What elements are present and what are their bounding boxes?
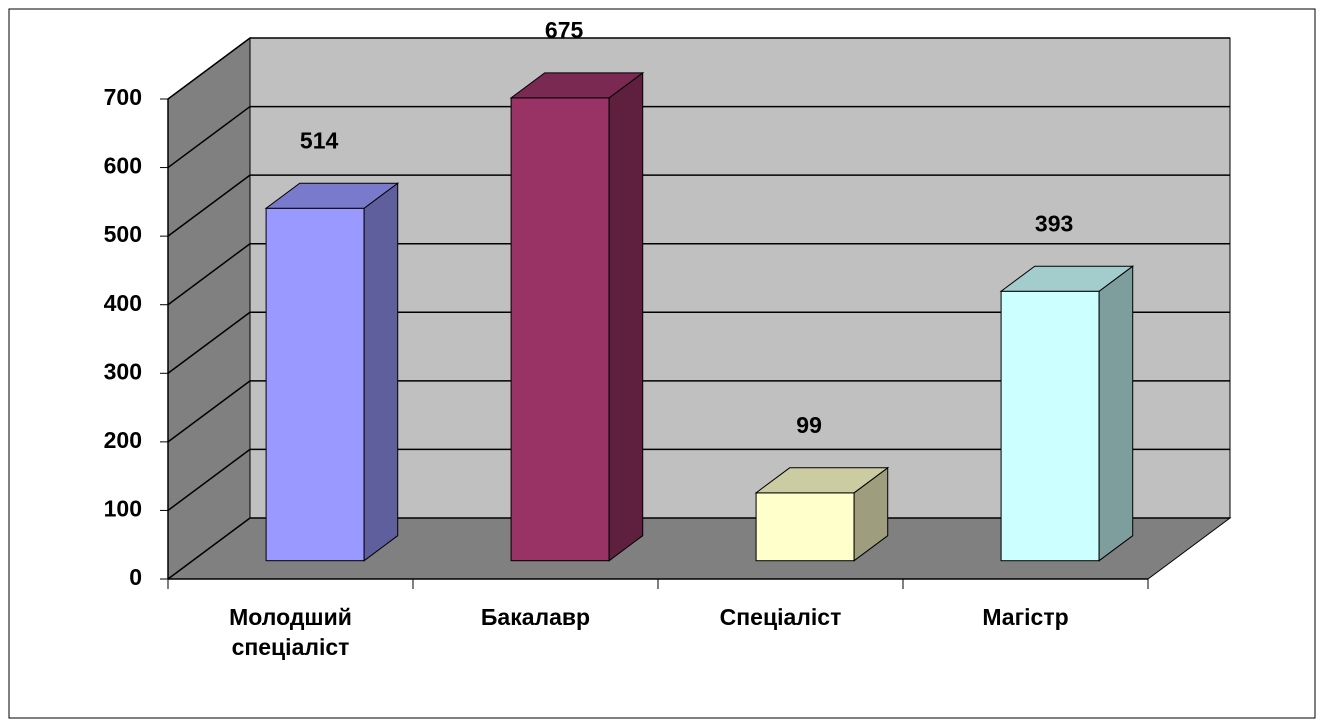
- value-label: 393: [1035, 210, 1073, 236]
- x-tick-label: Магістр: [982, 604, 1069, 630]
- value-label: 99: [796, 412, 822, 438]
- grid-line: [167, 380, 1230, 443]
- bar-front: [1000, 290, 1100, 562]
- bar-front: [510, 97, 610, 562]
- grid-line: [167, 105, 1230, 169]
- bar-top: [509, 72, 645, 99]
- bar-side: [1098, 265, 1134, 562]
- grid-line: [167, 517, 1230, 580]
- value-label: 514: [300, 127, 339, 153]
- x-tick-label: Молодший спеціаліст: [229, 604, 352, 660]
- side-wall: [167, 37, 251, 580]
- y-tick-label: 100: [104, 496, 142, 522]
- chart-border: [8, 8, 1316, 719]
- bar-top: [754, 467, 890, 494]
- bar-top: [264, 182, 400, 209]
- y-tick-label: 600: [104, 153, 142, 179]
- x-tick-label: Бакалавр: [480, 604, 591, 630]
- value-label: 675: [545, 17, 584, 43]
- bar-side: [363, 182, 399, 562]
- y-tick-label: 300: [104, 358, 142, 384]
- grid-line: [167, 174, 1230, 237]
- grid-line: [167, 311, 1230, 374]
- x-tick-label: Спеціаліст: [719, 604, 842, 630]
- y-tick-label: 500: [104, 221, 142, 247]
- grid-line: [167, 242, 1230, 306]
- y-tick-label: 0: [129, 564, 142, 590]
- bar-side: [608, 71, 644, 562]
- y-tick-label: 200: [104, 427, 142, 453]
- grid-line: [167, 448, 1230, 512]
- grid-line: [167, 37, 1230, 100]
- bar-top: [999, 265, 1135, 292]
- y-tick-label: 400: [104, 290, 142, 316]
- bar-front: [755, 492, 855, 562]
- bar-front: [265, 207, 365, 562]
- y-tick-label: 700: [104, 84, 142, 110]
